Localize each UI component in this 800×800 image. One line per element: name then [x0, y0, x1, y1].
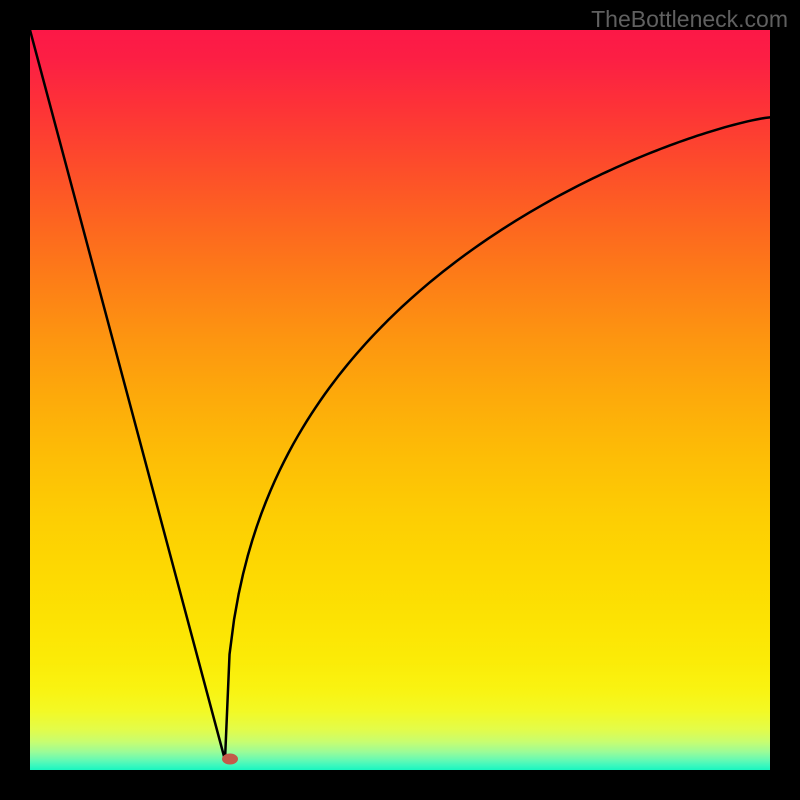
optimal-point-marker — [222, 753, 238, 764]
watermark-text: TheBottleneck.com — [591, 6, 788, 33]
plot-area — [30, 30, 770, 770]
bottleneck-curve — [30, 30, 770, 770]
chart-container: TheBottleneck.com — [0, 0, 800, 800]
